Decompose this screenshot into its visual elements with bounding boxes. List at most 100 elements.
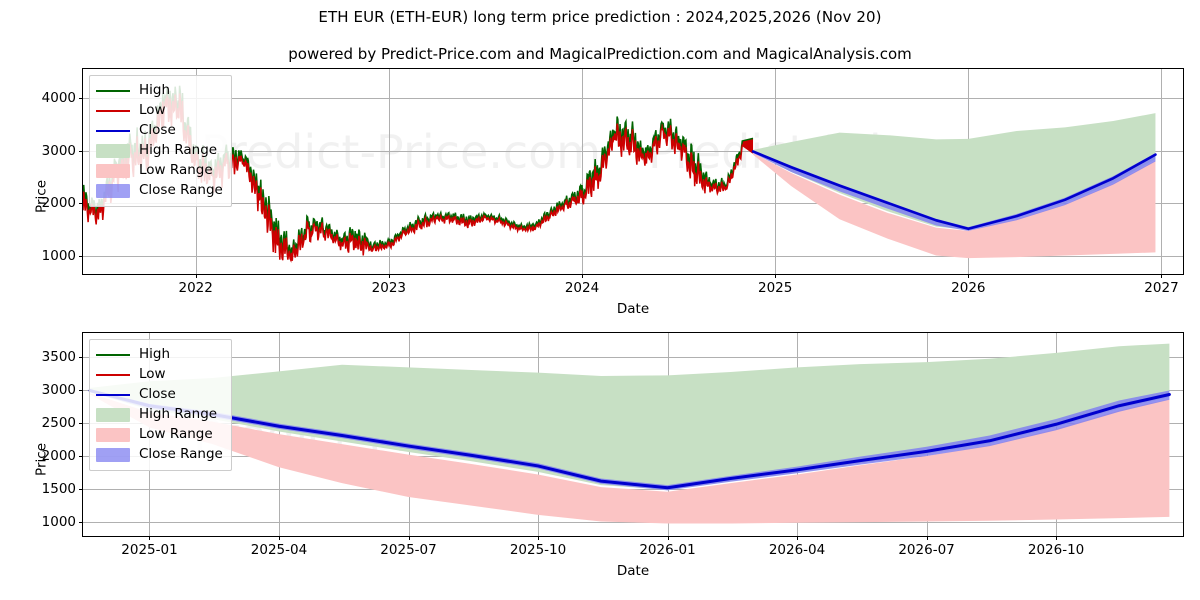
xtick-mark <box>775 274 777 278</box>
overview-plot-area: Predict-Price.com Predict-Price.com <box>83 69 1183 274</box>
xtick-label: 2025-10 <box>509 542 567 558</box>
legend-item-label: High Range <box>139 406 218 423</box>
legend-swatch-low <box>96 368 130 382</box>
legend-item-label: Low <box>139 366 166 383</box>
gridline-vertical <box>582 69 583 274</box>
ytick-mark <box>79 422 83 424</box>
legend-swatch-close-range <box>96 184 130 198</box>
gridline-horizontal <box>83 98 1183 100</box>
ytick-label: 3000 <box>41 381 76 398</box>
forecast-close-line <box>751 150 1157 231</box>
ytick-label: 1000 <box>41 514 76 531</box>
xtick-label: 2022 <box>178 280 213 296</box>
forecast-high-range-band <box>753 113 1156 230</box>
legend-item: Low <box>96 101 223 121</box>
xtick-mark <box>408 536 410 540</box>
legend-item-label: High <box>139 346 171 363</box>
legend-item: High Range <box>96 405 223 425</box>
xtick-mark <box>1056 536 1058 540</box>
legend-item: Close Range <box>96 445 223 465</box>
xtick-label: 2026-10 <box>1027 542 1085 558</box>
xtick-mark <box>667 536 669 540</box>
xtick-label: 2027 <box>1144 280 1179 296</box>
forecast-low-range-band <box>753 153 1156 259</box>
overview-xaxis-label: Date <box>616 301 650 317</box>
xtick-label: 2025-04 <box>250 542 308 558</box>
forecast-low-range-band <box>90 393 1170 524</box>
legend-swatch-high <box>96 84 130 98</box>
gridline-horizontal <box>83 150 1183 152</box>
xtick-label: 2025-07 <box>380 542 437 558</box>
ytick-label: 3500 <box>41 348 76 365</box>
legend-item-label: Close Range <box>139 446 223 463</box>
overview-series-svg <box>83 85 1157 263</box>
xtick-mark <box>926 536 928 540</box>
forecast-detail-legend: High Low Close High Range Low Range Close Ran… <box>89 339 232 471</box>
legend-swatch-high <box>96 348 130 362</box>
legend-item: Close Range <box>96 181 223 201</box>
ytick-mark <box>79 522 83 524</box>
legend-item-label: Low <box>139 102 166 119</box>
forecast-detail-series-svg <box>88 343 1171 524</box>
legend-item-label: Close <box>139 386 176 403</box>
xtick-mark <box>968 274 970 278</box>
gridline-horizontal <box>83 522 1183 524</box>
ytick-mark <box>79 356 83 358</box>
legend-item-label: Low Range <box>139 162 213 179</box>
xtick-label: 2024 <box>564 280 600 296</box>
legend-swatch-high-range <box>96 408 130 422</box>
ytick-mark <box>79 389 83 391</box>
legend-swatch-close-range <box>96 448 130 462</box>
xtick-label: 2026-07 <box>898 542 955 558</box>
legend-swatch-high-range <box>96 144 130 158</box>
ytick-label: 2000 <box>41 195 76 212</box>
legend-swatch-low-range <box>96 428 130 442</box>
ytick-mark <box>79 256 83 258</box>
ytick-label: 1000 <box>41 248 76 265</box>
xtick-mark <box>149 536 151 540</box>
page-subtitle: powered by Predict-Price.com and Magical… <box>288 45 912 63</box>
legend-swatch-low-range <box>96 164 130 178</box>
gridline-horizontal <box>83 356 1183 358</box>
gridline-horizontal <box>83 203 1183 205</box>
xtick-mark <box>1161 274 1163 278</box>
forecast-detail-plot-area: Predict-Price.com Predict-Price.com <box>83 333 1183 536</box>
legend-item: High <box>96 345 223 365</box>
xtick-label: 2026-01 <box>639 542 696 558</box>
forecast-detail-yaxis-label: Price <box>33 442 50 476</box>
legend-item-label: Close Range <box>139 182 223 199</box>
overview-legend: High Low Close High Range Low Range Close Ran… <box>89 75 232 207</box>
ytick-label: 4000 <box>41 90 76 107</box>
forecast-detail-chart-axes: Predict-Price.com Predict-Price.com 1000… <box>33 332 1184 579</box>
xtick-mark <box>195 274 197 278</box>
ytick-mark <box>79 150 83 152</box>
gridline-vertical <box>388 69 390 274</box>
xtick-label: 2025 <box>757 280 793 296</box>
legend-item: Low Range <box>96 425 223 445</box>
ytick-mark <box>79 203 83 205</box>
gridline-vertical <box>1161 69 1163 274</box>
page-title: ETH EUR (ETH-EUR) long term price predic… <box>318 8 882 26</box>
ytick-label: 3000 <box>41 142 76 159</box>
ytick-label: 2000 <box>41 448 76 464</box>
legend-item: Low Range <box>96 161 223 181</box>
xtick-label: 2026-04 <box>768 542 826 558</box>
ytick-mark <box>79 456 83 457</box>
legend-swatch-close <box>96 388 130 402</box>
gridline-horizontal <box>83 256 1183 258</box>
xtick-label: 2023 <box>371 280 407 296</box>
ytick-mark <box>79 489 83 491</box>
ytick-mark <box>79 98 83 100</box>
legend-item-label: High Range <box>139 142 218 159</box>
xtick-mark <box>582 274 583 278</box>
legend-item: High <box>96 81 223 101</box>
legend-item: Close <box>96 121 223 141</box>
legend-item-label: Close <box>139 122 176 139</box>
xtick-label: 2025-01 <box>121 542 178 558</box>
legend-item: Low <box>96 365 223 385</box>
ytick-label: 1500 <box>41 481 76 498</box>
xtick-mark <box>388 274 390 278</box>
ytick-label: 2500 <box>41 414 76 431</box>
forecast-detail-xaxis-label: Date <box>616 563 650 579</box>
overview-yaxis-label: Price <box>33 179 50 213</box>
